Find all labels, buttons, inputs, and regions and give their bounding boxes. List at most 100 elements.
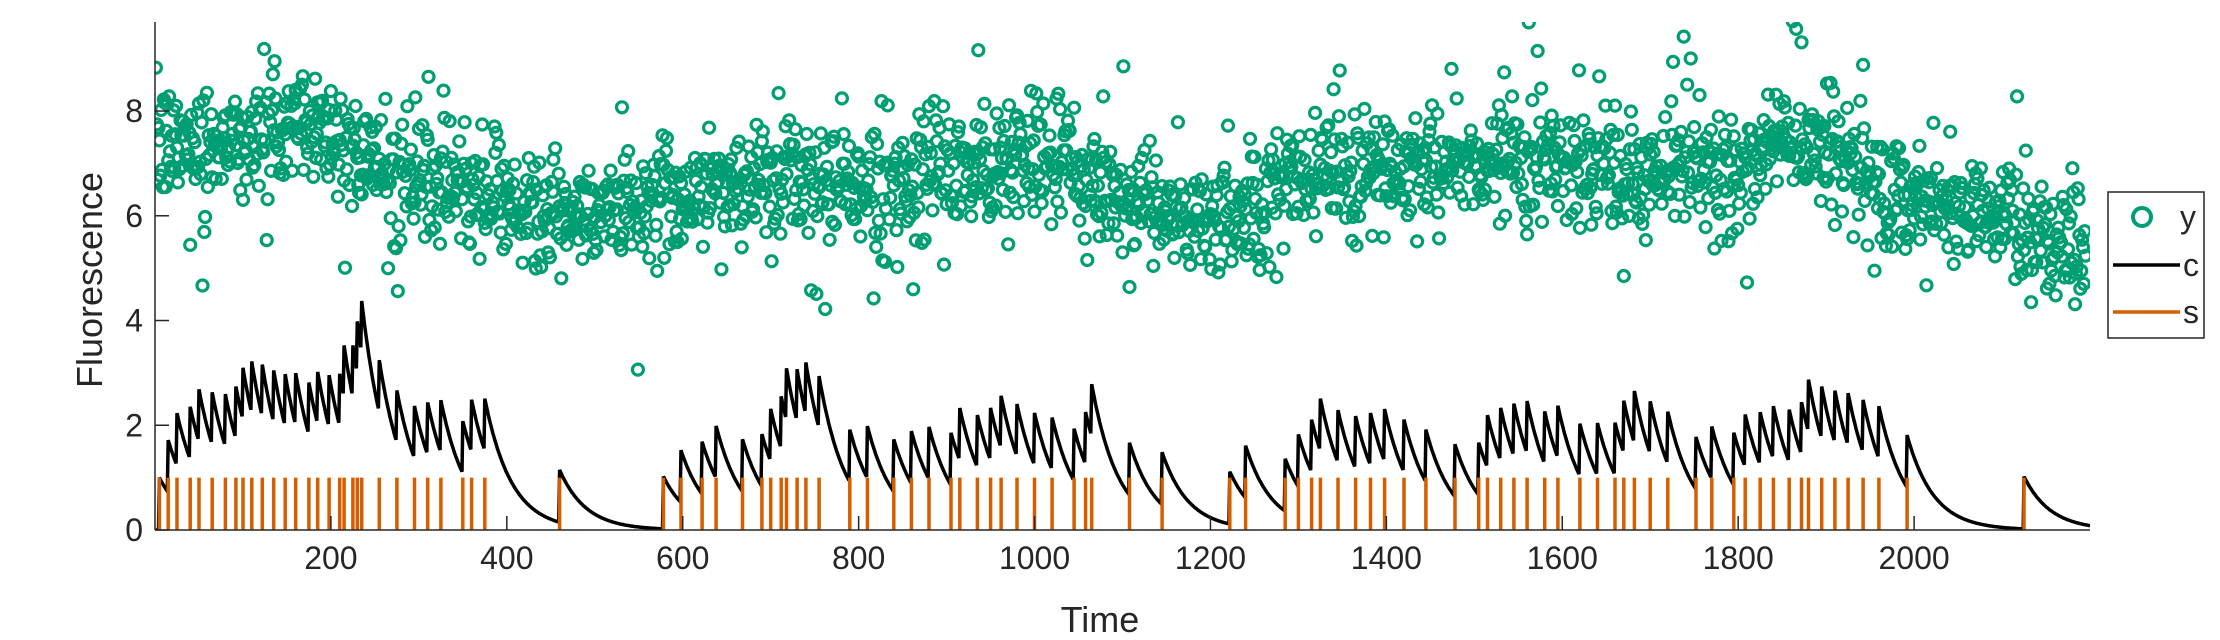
y-point (498, 236, 513, 251)
y-point (1270, 126, 1285, 141)
y-point (657, 250, 672, 265)
y-point (1973, 161, 1989, 176)
y-point (647, 169, 662, 184)
y-point (322, 102, 337, 118)
y-point (1336, 180, 1352, 195)
y-point (621, 144, 636, 159)
y-point (1497, 65, 1512, 80)
y-point (827, 217, 843, 232)
y-point (556, 179, 572, 194)
y-point (1066, 100, 1082, 115)
y-point (1349, 238, 1364, 253)
y-point (1148, 153, 1164, 168)
y-point (1646, 145, 1661, 160)
y-point (155, 60, 163, 75)
y-point (1096, 89, 1111, 104)
y-point (903, 188, 918, 203)
y-point (1048, 171, 1063, 187)
y-point (546, 152, 561, 167)
y-point (1571, 63, 1587, 78)
y-point (403, 163, 418, 178)
y-point (1080, 252, 1095, 268)
y-point (315, 93, 330, 109)
y-point (1326, 82, 1341, 97)
y-point (472, 251, 487, 266)
y-point (866, 291, 881, 306)
y-point (841, 138, 857, 154)
y-point (1366, 130, 1382, 145)
y-point (181, 147, 196, 162)
y-point (1167, 250, 1182, 265)
x-tick-label: 1200 (1175, 540, 1246, 576)
y-point (494, 161, 509, 176)
y-point (1881, 227, 1896, 242)
legend-marker-y (2131, 206, 2153, 228)
y-point (1323, 145, 1339, 160)
y-point (1235, 194, 1251, 209)
y-point (1276, 241, 1291, 256)
y-point (1656, 128, 1671, 144)
y-point (1176, 191, 1192, 206)
y-point (1896, 157, 1911, 172)
y-point (988, 198, 1003, 213)
y-point (1461, 169, 1477, 184)
y-point (344, 198, 360, 214)
y-point (1884, 154, 1899, 169)
y-point (1211, 265, 1226, 280)
y-point (1834, 204, 1850, 219)
y-point (492, 206, 507, 221)
y-point (2019, 262, 2034, 278)
y-point (2009, 89, 2025, 104)
y-point (421, 69, 436, 84)
y-point (295, 69, 310, 84)
y-point (1739, 275, 1755, 290)
y-point (427, 220, 442, 235)
y-point (989, 106, 1004, 121)
y-point (1949, 234, 1964, 249)
y-point (333, 91, 348, 106)
y-point (1409, 234, 1425, 249)
y-point (1307, 105, 1323, 121)
y-point (1036, 96, 1051, 111)
y-point (1110, 228, 1125, 243)
y-point (322, 157, 338, 172)
y-point (799, 126, 814, 142)
y-point (644, 177, 660, 192)
y-point (1308, 229, 1324, 244)
y-point (1173, 177, 1188, 192)
y-point (836, 127, 851, 142)
y-point (796, 182, 811, 197)
y-point (507, 157, 522, 172)
y-point (1608, 199, 1624, 214)
y-point (1449, 91, 1464, 106)
y-point (1044, 217, 1059, 232)
y-point (204, 107, 219, 122)
y-point (1730, 221, 1745, 236)
y-point (1530, 43, 1545, 59)
y-point (1884, 239, 1900, 254)
y-point (1001, 237, 1016, 252)
y-point (1343, 163, 1358, 178)
y-point (615, 226, 631, 241)
y-point (519, 173, 535, 188)
y-point (695, 239, 711, 254)
y-point (257, 133, 272, 148)
y-point (366, 141, 382, 156)
y-point (906, 282, 921, 297)
y-point (2008, 167, 2024, 182)
y-point (491, 137, 506, 152)
y-point (221, 140, 236, 155)
y-point (1035, 184, 1050, 199)
y-point (559, 237, 574, 252)
y-point (1623, 104, 1639, 119)
y-point (1682, 195, 1697, 210)
y-point (2063, 209, 2078, 224)
y-point (436, 83, 451, 98)
y-point (1614, 211, 1630, 226)
y-point (1487, 189, 1502, 204)
y-point (1589, 206, 1604, 221)
y-point (1194, 172, 1209, 187)
y-point (323, 83, 338, 99)
y-point (1525, 92, 1540, 108)
